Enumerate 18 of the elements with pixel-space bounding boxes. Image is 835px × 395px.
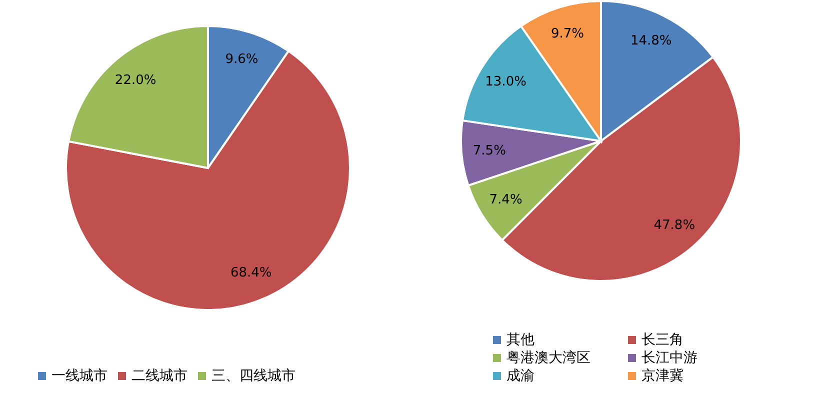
data-label: 68.4% — [230, 266, 272, 281]
data-label: 7.5% — [472, 143, 506, 158]
data-label: 9.7% — [550, 26, 584, 42]
legend-label: 其他 — [506, 331, 534, 349]
legend-label: 三、四线城市 — [212, 367, 296, 385]
data-label: 13.0% — [485, 74, 526, 90]
data-label: 47.8% — [654, 218, 696, 234]
legend-label: 长江中游 — [642, 349, 698, 367]
legend-label: 一线城市 — [52, 367, 108, 385]
legend-label: 二线城市 — [132, 367, 188, 385]
legend-label: 长三角 — [642, 331, 684, 349]
legend-label: 成渝 — [506, 367, 534, 385]
data-label: 14.8% — [630, 33, 672, 48]
data-label: 9.6% — [225, 52, 258, 68]
legend-label: 京津冀 — [642, 367, 684, 385]
data-label: 22.0% — [114, 72, 156, 88]
data-label: 7.4% — [489, 192, 522, 208]
legend-label: 粤港澳大湾区 — [506, 349, 590, 367]
